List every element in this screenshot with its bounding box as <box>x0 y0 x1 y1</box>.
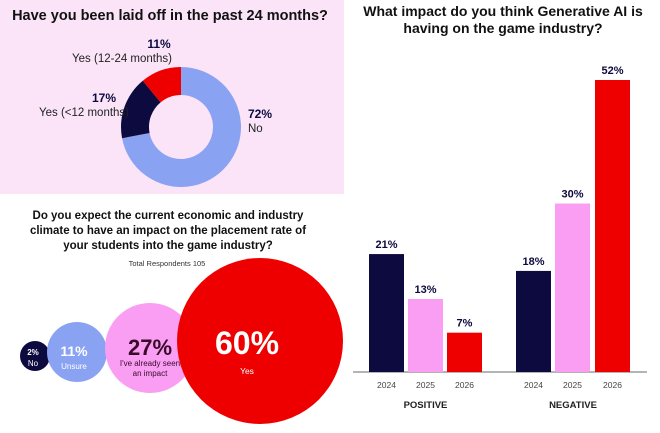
bar-positive-2024 <box>369 254 404 372</box>
bubble-unsure-value: 11% <box>60 343 88 359</box>
bubble-no-label: No <box>28 359 39 368</box>
donut-title: Have you been laid off in the past 24 mo… <box>12 8 328 24</box>
bubble-yes-value: 60% <box>215 325 279 361</box>
bubble-title-line: climate to have an impact on the placeme… <box>30 225 306 237</box>
bar-value-label-positive-2025: 13% <box>414 284 436 296</box>
bar-value-label-negative-2026: 52% <box>601 65 623 77</box>
x-tick-label-positive-2025: 2025 <box>416 380 435 390</box>
donut-slice-yes-12-24-months- <box>142 67 181 103</box>
bubble-impact-value: 27% <box>128 335 172 360</box>
bubble-subtitle: Total Respondents 105 <box>129 259 206 268</box>
donut-label-lt12: Yes (<12 months) <box>39 107 129 119</box>
donut-slice-yes-12-months- <box>121 80 161 139</box>
bubble-impact-label: an impact <box>133 369 168 378</box>
bubble-impact-label: I've already seen <box>120 359 180 368</box>
bar-value-label-negative-2024: 18% <box>522 256 544 268</box>
bubble-no <box>20 341 50 371</box>
donut-slice-no <box>122 67 242 188</box>
bar-title-line: having on the game industry? <box>403 20 602 36</box>
bubble-unsure-label: Unsure <box>61 362 87 371</box>
bar-negative-2024 <box>516 270 551 372</box>
group-label-negative: NEGATIVE <box>549 400 597 411</box>
bar-value-label-positive-2026: 7% <box>457 318 473 330</box>
bar-value-label-positive-2024: 21% <box>375 239 397 251</box>
bubble-i-ve-already-seen-an-impact <box>105 303 195 393</box>
donut-label-no-value: 72% <box>248 107 272 121</box>
bubble-yes-label: Yes <box>240 366 254 376</box>
bar-positive-2025 <box>408 299 443 372</box>
donut-label-12-24-value: 11% <box>147 37 171 51</box>
donut-label-12-24: Yes (12-24 months) <box>72 53 172 65</box>
bubble-unsure <box>47 322 107 382</box>
bubble-title-line: Do you expect the current economic and i… <box>33 210 305 222</box>
x-tick-label-positive-2024: 2024 <box>377 380 396 390</box>
bar-value-label-negative-2025: 30% <box>561 189 583 201</box>
x-tick-label-positive-2026: 2026 <box>455 380 474 390</box>
group-label-positive: POSITIVE <box>404 400 448 411</box>
x-tick-label-negative-2026: 2026 <box>603 380 622 390</box>
bubble-title-line: your students into the game industry? <box>63 240 273 252</box>
bar-negative-2025 <box>555 203 590 372</box>
bar-positive-2026 <box>447 332 482 372</box>
donut-label-lt12-value: 17% <box>92 91 116 105</box>
x-tick-label-negative-2025: 2025 <box>563 380 582 390</box>
bar-title-line: What impact do you think Generative AI i… <box>363 3 643 19</box>
donut-label-no: No <box>248 123 263 135</box>
bar-negative-2026 <box>595 80 630 372</box>
bubble-no-value: 2% <box>27 348 39 357</box>
bubble-yes <box>177 258 343 424</box>
x-tick-label-negative-2024: 2024 <box>524 380 543 390</box>
